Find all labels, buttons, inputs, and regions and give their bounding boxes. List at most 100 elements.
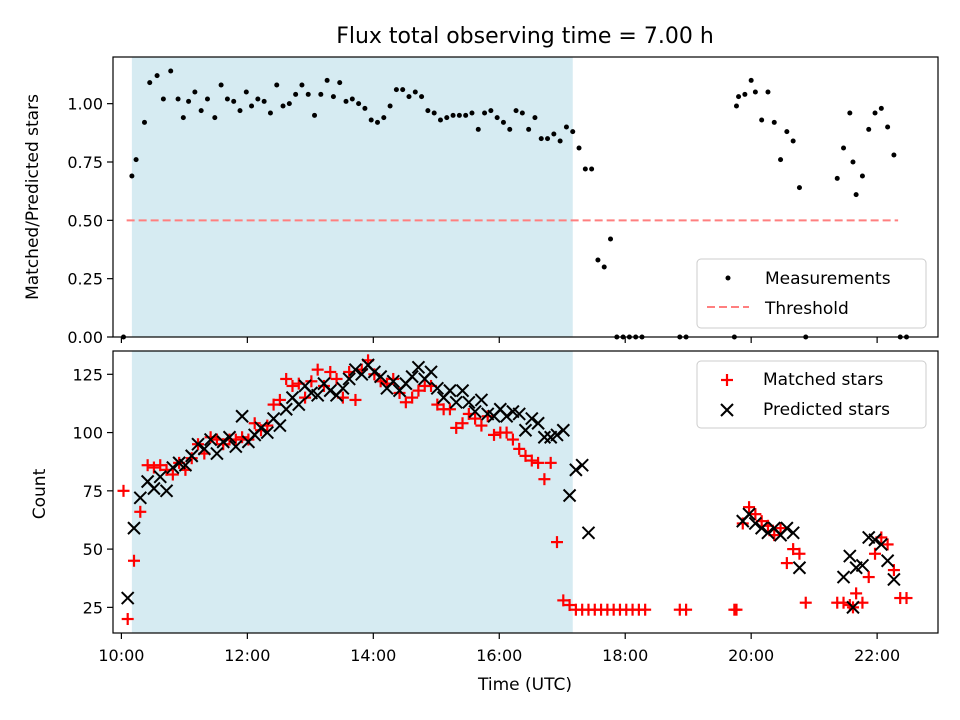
- matched-star-point: [475, 419, 488, 432]
- measurement-point: [224, 96, 230, 102]
- matched-star-point: [881, 538, 894, 551]
- measurement-point: [249, 103, 255, 109]
- measurement-point: [305, 91, 311, 97]
- predicted-star-point: [411, 360, 426, 375]
- measurement-point: [850, 159, 856, 165]
- matched-star-point: [680, 603, 693, 616]
- measurement-point: [778, 157, 784, 163]
- bottom-axes-frame: [112, 350, 939, 634]
- measurement-point: [330, 94, 336, 100]
- matched-star-point: [121, 613, 134, 626]
- matched-star-point: [280, 372, 293, 385]
- matched-star-point: [743, 501, 756, 514]
- measurement-point: [349, 96, 355, 102]
- predicted-star-point: [178, 458, 193, 472]
- matched-star-point: [141, 459, 154, 472]
- measurement-point: [526, 126, 532, 132]
- measurement-point: [885, 124, 891, 130]
- predicted-star-point: [880, 554, 895, 568]
- matched-star-point: [481, 410, 494, 423]
- matched-star-point: [299, 391, 312, 404]
- x-tick-label: 20:00: [728, 646, 774, 665]
- measurement-point: [601, 264, 607, 270]
- matched-star-point: [242, 433, 255, 446]
- measurement-point: [212, 115, 218, 121]
- legend-predicted-label: Predicted stars: [763, 400, 890, 420]
- matched-star-point: [793, 547, 806, 560]
- predicted-star-point: [449, 395, 463, 409]
- predicted-star-point: [147, 481, 161, 496]
- matched-star-point: [185, 452, 198, 465]
- y-tick-label: 75: [83, 482, 103, 501]
- bottom-legend: Matched stars Predicted stars: [696, 360, 927, 429]
- measurement-point: [872, 110, 878, 116]
- measurement-point: [267, 110, 273, 116]
- measurement-point: [736, 94, 742, 100]
- measurement-point: [513, 108, 519, 114]
- predicted-star-point: [166, 460, 180, 475]
- matched-star-point: [900, 592, 913, 605]
- predicted-star-point: [310, 388, 325, 402]
- x-tick-label: 12:00: [224, 646, 270, 665]
- measurement-point: [500, 119, 506, 125]
- predicted-star-point: [159, 484, 174, 498]
- x-tick-label: 10:00: [98, 646, 144, 665]
- matched-star-point: [532, 456, 545, 469]
- measurement-point: [742, 91, 748, 97]
- predicted-star-point: [127, 521, 141, 535]
- y-tick-label: 100: [72, 424, 103, 443]
- measurement-point: [538, 136, 544, 142]
- bottom-y-ticks: 25 50 75 100 125: [72, 365, 113, 617]
- x-tick-label: 14:00: [350, 646, 396, 665]
- matched-star-point: [286, 379, 299, 392]
- measurement-point: [589, 166, 595, 172]
- predicted-star-point: [336, 381, 350, 395]
- measurement-point: [393, 87, 399, 93]
- measurement-point: [362, 105, 368, 111]
- bottom-panel: 25 50 75 100 125 10:00 12:00 14:00 16:00 18:00 20…: [30, 350, 939, 695]
- predicted-star-point: [273, 418, 287, 433]
- measurement-point: [186, 98, 192, 104]
- measurement-point: [312, 112, 318, 118]
- predicted-star-point: [786, 526, 800, 540]
- measurement-point: [218, 82, 224, 88]
- matched-star-point: [431, 398, 444, 411]
- measurement-point: [280, 103, 286, 109]
- measurement-point: [406, 94, 412, 100]
- predicted-star-point: [153, 470, 167, 484]
- predicted-star-point: [348, 362, 363, 377]
- legend-predicted-marker: [720, 403, 734, 417]
- predicted-star-point: [229, 439, 243, 454]
- measurement-point: [368, 117, 374, 123]
- measurement-point: [412, 89, 418, 95]
- measurement-point: [834, 175, 840, 181]
- matched-star-point: [349, 393, 362, 406]
- matched-star-point: [563, 599, 576, 612]
- measurement-point: [475, 126, 481, 132]
- measurement-point: [878, 105, 884, 111]
- measurement-point: [198, 108, 204, 114]
- bottom-legend-box: [696, 360, 927, 429]
- measurement-point: [841, 145, 847, 151]
- top-panel: 0.00 0.25 0.50 0.75 1.00 Matched/Predicted s…: [23, 56, 939, 347]
- predicted-star-point: [556, 423, 570, 437]
- predicted-star-point: [569, 463, 583, 477]
- measurement-point: [387, 103, 393, 109]
- measurement-point: [853, 192, 859, 198]
- measurement-point: [866, 126, 872, 132]
- predicted-star-point: [761, 526, 775, 540]
- matched-star-point: [450, 421, 463, 434]
- predicted-star-point: [531, 416, 545, 430]
- matched-star-point: [519, 449, 532, 462]
- measurement-point: [519, 110, 525, 116]
- measurement-point: [180, 115, 186, 121]
- predicted-star-point: [197, 442, 212, 456]
- measurement-point: [733, 103, 739, 109]
- matched-star-point: [127, 554, 140, 567]
- predicted-star-point: [355, 367, 369, 382]
- bottom-y-axis-label: Count: [30, 468, 50, 519]
- measurement-point: [286, 101, 292, 107]
- measurement-point: [551, 131, 557, 137]
- bottom-x-ticks: 10:00 12:00 14:00 16:00 18:00 20:00 22:00: [98, 633, 900, 665]
- y-tick-label: 0.50: [67, 211, 103, 230]
